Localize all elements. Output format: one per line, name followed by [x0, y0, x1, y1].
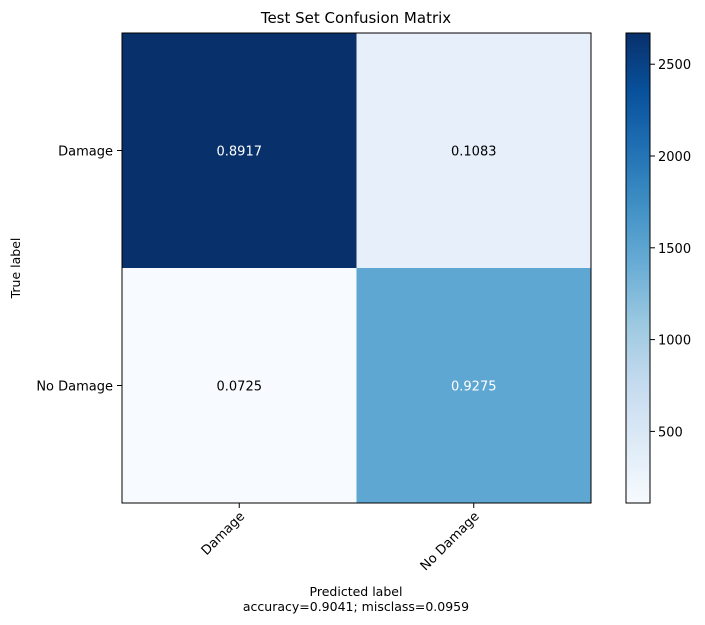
y-axis-ticks: Damage No Damage [36, 145, 122, 395]
colorbar-tick-label: 500 [658, 425, 683, 440]
cell-value-0-1: 0.1083 [451, 145, 497, 160]
colorbar-tick-label: 2000 [658, 150, 691, 165]
cell-value-1-0: 0.0725 [217, 380, 263, 395]
y-tick-label: Damage [58, 145, 113, 160]
colorbar-tick-label: 1500 [658, 242, 691, 257]
matrix-cell-0-1 [356, 33, 591, 268]
matrix-cell-1-1 [356, 268, 591, 503]
colorbar-tick-label: 1000 [658, 334, 691, 349]
matrix-frame [121, 32, 592, 504]
x-axis-subtitle: accuracy=0.9041; misclass=0.0959 [243, 599, 469, 614]
cell-value-0-0: 0.8917 [217, 145, 263, 160]
matrix-cell-labels: 0.8917 0.1083 0.0725 0.9275 [217, 145, 497, 395]
x-axis-label: Predicted label [310, 584, 403, 599]
matrix-cells [122, 33, 591, 503]
colorbar [626, 33, 650, 503]
colorbar-tick-label: 2500 [658, 58, 691, 73]
colorbar-ticks: 500 1000 1500 2000 2500 [650, 58, 691, 440]
matrix-cell-1-0 [122, 268, 357, 503]
y-tick-label: No Damage [36, 380, 113, 395]
colorbar-frame [625, 32, 651, 504]
cell-value-1-1: 0.9275 [451, 380, 497, 395]
x-axis-ticks: Damage No Damage [199, 503, 483, 574]
matrix-cell-0-0 [122, 33, 357, 268]
y-axis-label: True label [8, 238, 23, 300]
x-tick-label: No Damage [418, 509, 483, 574]
x-tick-label: Damage [199, 509, 248, 558]
chart-title: Test Set Confusion Matrix [260, 9, 451, 27]
